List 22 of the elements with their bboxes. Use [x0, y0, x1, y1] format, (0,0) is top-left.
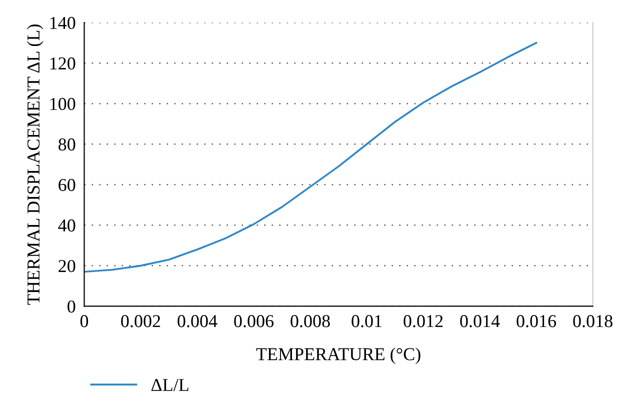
x-tick-label: 0.012 [404, 315, 443, 328]
y-tick-label: 140 [50, 16, 76, 30]
x-tick-label: 0.018 [573, 315, 612, 328]
y-tick-label: 100 [50, 98, 76, 110]
y-tick-label: 20 [58, 260, 76, 272]
legend-label: ΔL/L [151, 378, 188, 392]
y-tick-label: 120 [50, 57, 76, 70]
y-tick-label: 0 [68, 300, 76, 313]
x-tick-label: 0.014 [460, 315, 500, 328]
y-tick-label: 60 [58, 178, 76, 192]
x-tick-label: 0 [80, 315, 88, 328]
x-tick-label: 0.006 [234, 315, 274, 328]
line-series [84, 42, 538, 273]
x-tick-label: 0.008 [290, 315, 330, 328]
y-tick-label: 80 [58, 138, 76, 151]
x-tick-label: 0.002 [121, 315, 160, 328]
x-tick-label: 0.004 [178, 315, 218, 328]
y-axis-title: THERMAL DISPLACEMENT ΔL (L) [26, 24, 44, 305]
x-axis-title: TEMPERATURE (°C) [256, 348, 420, 364]
x-tick-label: 0.016 [516, 315, 556, 328]
x-tick-label: 0.01 [352, 315, 382, 328]
y-tick-label: 40 [58, 219, 76, 232]
